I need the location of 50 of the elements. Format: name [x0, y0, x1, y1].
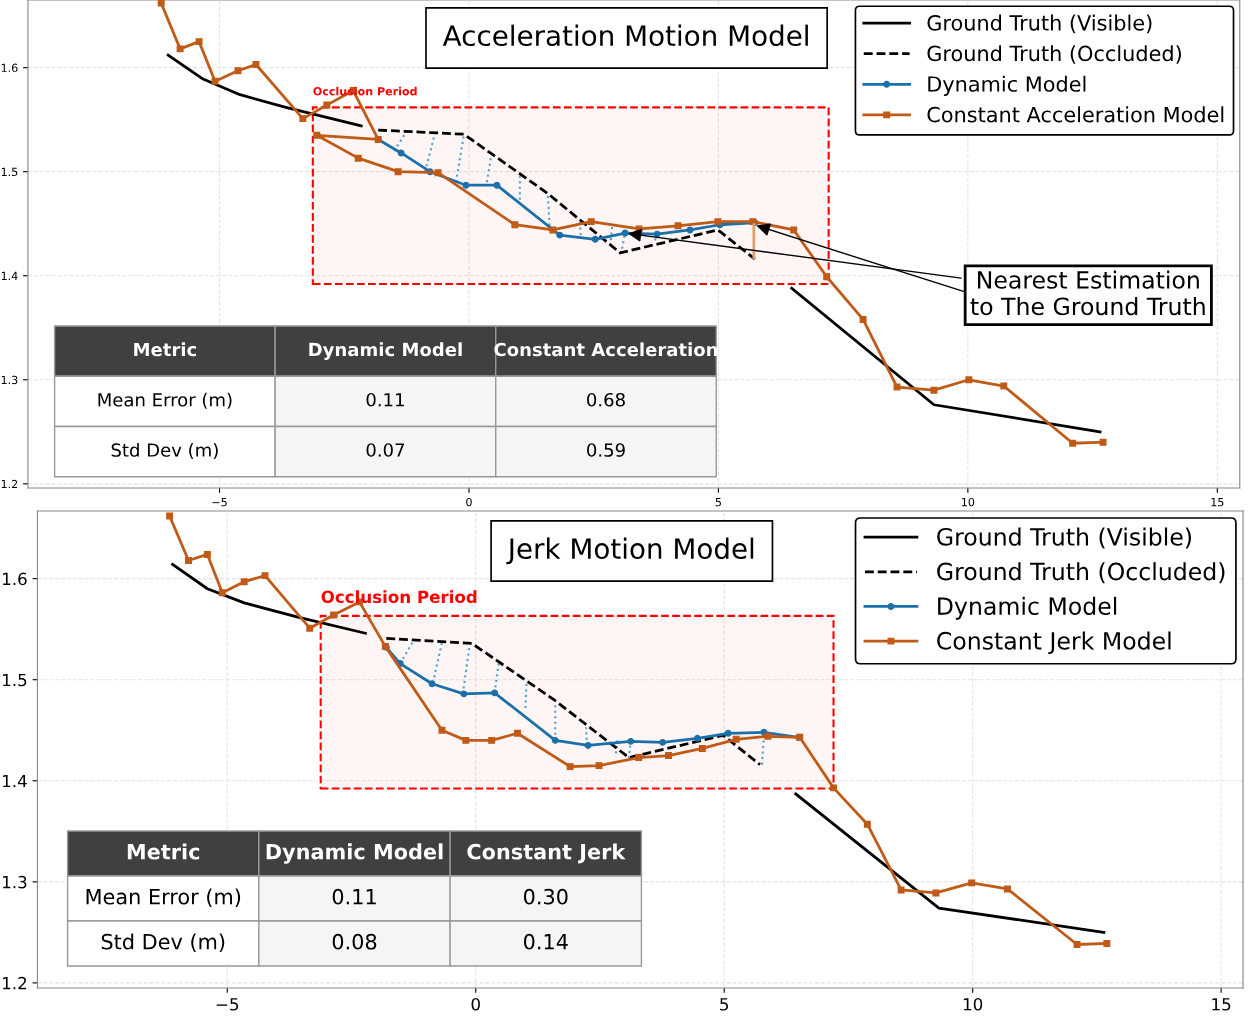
- legend-label: Ground Truth (Occluded): [927, 45, 1181, 64]
- annotation: Dynamic Model: [266, 843, 443, 864]
- legend-label: Dynamic Model: [928, 75, 1086, 96]
- x-tick-label: 10: [963, 997, 983, 1011]
- annotation: 0.30: [523, 888, 568, 905]
- annotation: Nearest Estimation to The Ground Truth: [970, 270, 1205, 316]
- y-tick-label: 1.3: [1, 375, 18, 385]
- legend-label: Ground Truth (Visible): [927, 14, 1152, 34]
- text: Jerk Motion Model: [506, 537, 754, 565]
- band-label: Occlusion Period: [321, 590, 477, 604]
- legend-label: Dynamic Model: [938, 596, 1117, 620]
- x-tick-label: 0: [471, 997, 480, 1011]
- annotation: Constant Acceleration: [494, 342, 718, 357]
- annotation: Std Dev (m): [111, 442, 218, 459]
- annotation: 0.08: [332, 933, 377, 950]
- annotation: 0.11: [332, 888, 376, 905]
- y-tick-label: 1.6: [3, 572, 27, 586]
- legend-label: Ground Truth (Visible): [937, 527, 1191, 549]
- annotation: Mean Error (m): [98, 392, 232, 409]
- annotation: Constant Jerk: [467, 843, 626, 864]
- annotation: 0.14: [523, 933, 568, 950]
- annotation: Dynamic Model: [309, 342, 462, 360]
- x-tick-label: 15: [1212, 998, 1231, 1011]
- y-tick-label: 1.5: [3, 673, 27, 687]
- annotation: 0.59: [587, 443, 625, 457]
- y-tick-label: 1.4: [3, 774, 27, 788]
- x-tick-label: 15: [1211, 498, 1224, 507]
- x-tick-label: −5: [212, 498, 227, 507]
- y-tick-label: 1.6: [1, 63, 18, 73]
- x-tick-label: −5: [216, 998, 239, 1011]
- y-tick-label: 1.5: [1, 167, 18, 177]
- annotation: 0.68: [587, 392, 625, 407]
- annotation: Std Dev (m): [101, 933, 225, 953]
- x-tick-label: 10: [962, 497, 975, 507]
- y-tick-label: 1.2: [3, 976, 27, 990]
- y-tick-label: 1.4: [1, 271, 18, 280]
- text: Acceleration Motion Model: [442, 24, 808, 47]
- x-tick-label: 5: [715, 498, 721, 507]
- legend-label: Constant Jerk Model: [937, 631, 1171, 655]
- y-tick-label: 1.2: [1, 479, 18, 489]
- annotation: 0.11: [366, 392, 404, 407]
- legend-label: Ground Truth (Occluded): [937, 562, 1225, 584]
- x-tick-label: 0: [466, 497, 472, 507]
- annotation: Metric: [127, 843, 200, 860]
- annotation: Mean Error (m): [86, 888, 241, 908]
- legend-label: Constant Acceleration Model: [927, 106, 1224, 123]
- x-tick-label: 5: [720, 998, 729, 1011]
- annotation: Metric: [134, 342, 196, 357]
- y-tick-label: 1.3: [3, 875, 27, 889]
- annotation: 0.07: [366, 443, 404, 457]
